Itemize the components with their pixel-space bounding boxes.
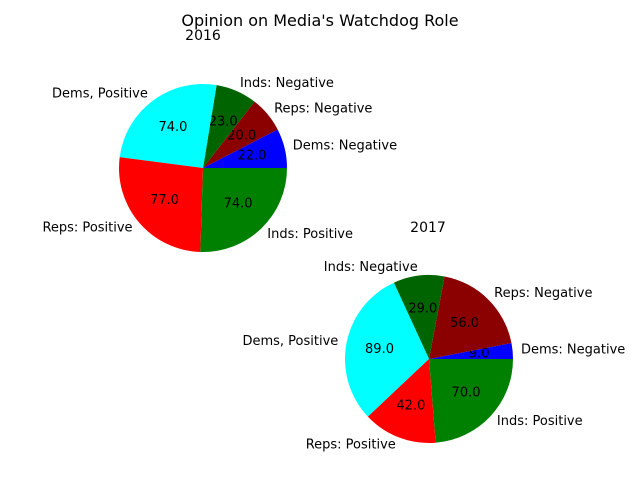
pie-slice-2017-5 bbox=[429, 359, 513, 443]
pie-value-label-2016-5: 74.0 bbox=[224, 197, 253, 212]
figure-title: Opinion on Media's Watchdog Role bbox=[181, 11, 458, 30]
pie-slice-label-2016-3: Dems, Positive bbox=[52, 86, 148, 101]
pie-slice-2017-3 bbox=[345, 282, 429, 417]
pie-value-label-2016-1: 20.0 bbox=[227, 128, 256, 143]
pie-value-label-2017-0: 9.0 bbox=[469, 347, 490, 362]
pie-value-label-2017-3: 89.0 bbox=[365, 342, 394, 357]
pie-slice-label-2016-0: Dems: Negative bbox=[293, 139, 397, 154]
pie-value-label-2017-4: 42.0 bbox=[396, 399, 425, 414]
pie-value-label-2016-3: 74.0 bbox=[158, 120, 187, 135]
pie-slice-2016-0 bbox=[203, 129, 287, 168]
pie-slice-2016-4 bbox=[119, 157, 203, 252]
pie-slice-label-2017-0: Dems: Negative bbox=[521, 343, 625, 358]
pie-value-label-2016-4: 77.0 bbox=[150, 193, 179, 208]
pie-title-2016: 2016 bbox=[185, 28, 221, 44]
pie-chart-2017: 9.0 Dems: Negative 56.0 Reps: Negative 29.0 I… bbox=[242, 220, 625, 453]
pie-slice-2016-2 bbox=[203, 85, 255, 168]
pie-value-label-2017-2: 29.0 bbox=[408, 301, 437, 316]
pie-value-label-2017-5: 70.0 bbox=[452, 386, 481, 401]
pie-title-2017: 2017 bbox=[410, 220, 446, 236]
pie-slice-label-2017-2: Inds: Negative bbox=[324, 260, 418, 275]
pie-slice-label-2016-2: Inds: Negative bbox=[240, 76, 334, 91]
pie-chart-2016: 22.0 Dems: Negative 20.0 Reps: Negative 23.0… bbox=[42, 28, 397, 252]
pie-value-label-2016-0: 22.0 bbox=[237, 149, 266, 164]
pie-slice-label-2017-3: Dems, Positive bbox=[242, 334, 338, 349]
pie-slice-label-2016-5: Inds: Positive bbox=[267, 227, 353, 242]
pie-slice-label-2017-5: Inds: Positive bbox=[497, 414, 583, 429]
pie-slice-2017-4 bbox=[367, 359, 436, 443]
pie-slice-label-2016-1: Reps: Negative bbox=[274, 101, 372, 116]
pie-slice-2017-2 bbox=[393, 275, 445, 359]
pie-slice-2017-0 bbox=[429, 342, 513, 359]
pie-slice-2016-1 bbox=[203, 101, 278, 168]
pie-slice-2017-1 bbox=[429, 276, 512, 359]
pie-value-label-2016-2: 23.0 bbox=[209, 114, 238, 129]
pie-value-label-2017-1: 56.0 bbox=[450, 316, 479, 331]
pie-slice-2016-5 bbox=[200, 168, 287, 252]
pie-slice-label-2017-1: Reps: Negative bbox=[494, 286, 592, 301]
pie-slice-label-2016-4: Reps: Positive bbox=[42, 220, 132, 235]
pie-slice-label-2017-4: Reps: Positive bbox=[306, 438, 396, 453]
pie-slice-2016-3 bbox=[119, 84, 217, 168]
